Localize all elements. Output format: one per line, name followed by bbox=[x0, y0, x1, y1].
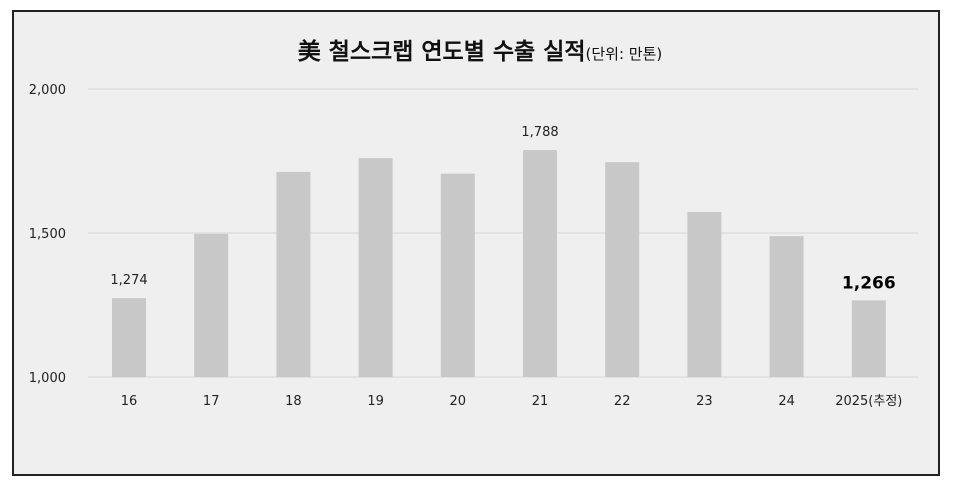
bar bbox=[769, 236, 804, 377]
x-tick-label: 23 bbox=[696, 394, 713, 409]
data-label: 1,274 bbox=[110, 273, 147, 288]
bar bbox=[194, 233, 229, 377]
bar bbox=[112, 298, 146, 377]
x-tick-label: 18 bbox=[285, 394, 302, 409]
x-tick-label: 20 bbox=[450, 394, 467, 409]
chart-title-text: 美 철스크랩 연도별 수출 실적 bbox=[297, 39, 586, 65]
data-label: 1,266 bbox=[842, 273, 896, 293]
bar bbox=[605, 162, 640, 377]
bar bbox=[687, 211, 722, 377]
bar bbox=[276, 171, 311, 377]
data-label: 1,788 bbox=[521, 125, 558, 140]
x-tick-label: 17 bbox=[203, 394, 220, 409]
bar bbox=[851, 300, 886, 377]
x-tick-label: 22 bbox=[614, 394, 631, 409]
x-tick-label: 16 bbox=[121, 394, 138, 409]
chart-unit: (단위: 만톤) bbox=[585, 45, 663, 63]
x-tick-label: 24 bbox=[778, 394, 795, 409]
x-tick-label: 21 bbox=[532, 394, 549, 409]
bar bbox=[358, 158, 393, 377]
bar bbox=[523, 150, 557, 377]
y-tick-label: 2,000 bbox=[29, 83, 66, 98]
y-tick-label: 1,500 bbox=[29, 227, 66, 242]
y-tick-label: 1,000 bbox=[29, 371, 66, 386]
bar bbox=[440, 173, 475, 377]
chart-title: 美 철스크랩 연도별 수출 실적(단위: 만톤) bbox=[0, 32, 960, 66]
x-tick-label: 19 bbox=[367, 394, 384, 409]
x-tick-label: 2025(추정) bbox=[835, 394, 902, 409]
